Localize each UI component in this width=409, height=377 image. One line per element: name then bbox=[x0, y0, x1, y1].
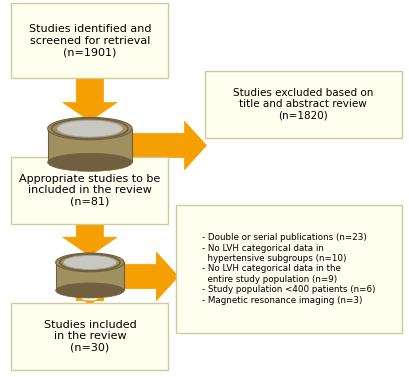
Text: Appropriate studies to be
included in the review
(n=81): Appropriate studies to be included in th… bbox=[19, 174, 160, 207]
FancyBboxPatch shape bbox=[11, 303, 169, 370]
Ellipse shape bbox=[48, 153, 132, 171]
Ellipse shape bbox=[56, 283, 124, 298]
Text: - Double or serial publications (n=23)
- No LVH categorical data in
  hypertensi: - Double or serial publications (n=23) -… bbox=[202, 233, 376, 305]
FancyBboxPatch shape bbox=[11, 3, 169, 78]
Ellipse shape bbox=[57, 120, 123, 137]
Ellipse shape bbox=[48, 117, 132, 140]
Polygon shape bbox=[63, 222, 117, 256]
Polygon shape bbox=[63, 286, 117, 305]
Bar bbox=[48, 129, 132, 162]
Polygon shape bbox=[63, 76, 117, 121]
Ellipse shape bbox=[63, 255, 117, 270]
FancyBboxPatch shape bbox=[204, 70, 402, 138]
Polygon shape bbox=[122, 252, 178, 301]
Text: Studies included
in the review
(n=30): Studies included in the review (n=30) bbox=[43, 320, 136, 353]
Ellipse shape bbox=[56, 253, 124, 272]
FancyBboxPatch shape bbox=[176, 205, 402, 333]
Text: Studies excluded based on
title and abstract review
(n=1820): Studies excluded based on title and abst… bbox=[233, 88, 373, 121]
Polygon shape bbox=[130, 121, 207, 170]
Bar bbox=[56, 262, 124, 290]
FancyBboxPatch shape bbox=[11, 157, 169, 224]
Text: Studies identified and
screened for retrieval
(n=1901): Studies identified and screened for retr… bbox=[29, 24, 151, 57]
Polygon shape bbox=[63, 140, 117, 172]
